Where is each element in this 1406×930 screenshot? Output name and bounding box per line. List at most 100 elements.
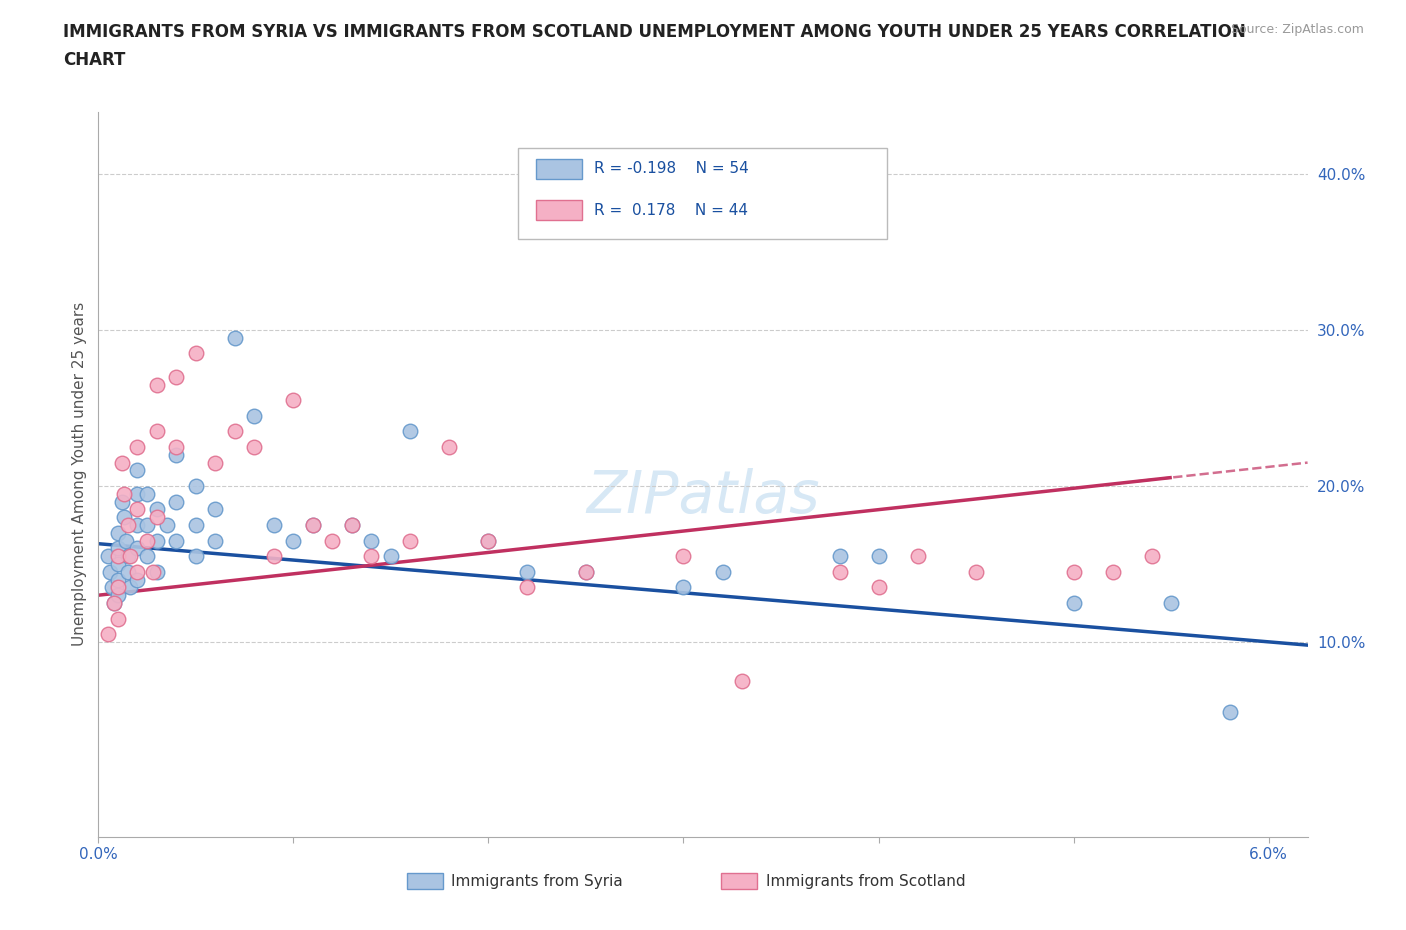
Point	[107, 541, 129, 556]
Point	[711, 565, 734, 579]
Point	[165, 369, 187, 384]
Point	[111, 494, 134, 509]
Point	[127, 486, 149, 501]
Point	[1160, 595, 1182, 610]
Text: ZIPatlas: ZIPatlas	[586, 468, 820, 525]
Point	[263, 549, 285, 564]
Point	[868, 549, 890, 564]
Point	[103, 595, 125, 610]
Point	[117, 549, 139, 564]
Point	[127, 463, 149, 478]
Point	[97, 627, 120, 642]
Point	[165, 494, 187, 509]
Point	[283, 533, 305, 548]
Point	[1063, 595, 1085, 610]
Point	[1063, 565, 1085, 579]
Point	[103, 595, 125, 610]
Y-axis label: Unemployment Among Youth under 25 years: Unemployment Among Youth under 25 years	[72, 302, 87, 646]
Point	[439, 440, 461, 455]
Point	[101, 580, 124, 595]
Point	[98, 565, 121, 579]
FancyBboxPatch shape	[536, 200, 582, 220]
Point	[165, 533, 187, 548]
Point	[127, 565, 149, 579]
Point	[107, 588, 129, 603]
Point	[112, 510, 135, 525]
Point	[127, 502, 149, 517]
Point	[204, 502, 226, 517]
Text: IMMIGRANTS FROM SYRIA VS IMMIGRANTS FROM SCOTLAND UNEMPLOYMENT AMONG YOUTH UNDER: IMMIGRANTS FROM SYRIA VS IMMIGRANTS FROM…	[63, 23, 1246, 41]
Point	[146, 533, 169, 548]
Point	[184, 346, 207, 361]
Point	[360, 533, 382, 548]
Point	[107, 525, 129, 540]
Point	[828, 565, 851, 579]
Point	[575, 565, 598, 579]
Point	[127, 440, 149, 455]
Point	[107, 572, 129, 587]
Text: R = -0.198    N = 54: R = -0.198 N = 54	[595, 162, 749, 177]
Point	[117, 518, 139, 533]
Point	[477, 533, 499, 548]
Point	[107, 611, 129, 626]
Point	[868, 580, 890, 595]
FancyBboxPatch shape	[517, 148, 887, 239]
Text: R =  0.178    N = 44: R = 0.178 N = 44	[595, 203, 748, 218]
Point	[360, 549, 382, 564]
Point	[399, 533, 422, 548]
Point	[107, 580, 129, 595]
Point	[907, 549, 929, 564]
Point	[136, 549, 159, 564]
Point	[107, 556, 129, 571]
Point	[117, 565, 139, 579]
Text: Immigrants from Syria: Immigrants from Syria	[451, 874, 623, 889]
Point	[1219, 705, 1241, 720]
Point	[340, 518, 363, 533]
Point	[118, 549, 141, 564]
Point	[672, 580, 695, 595]
FancyBboxPatch shape	[721, 873, 758, 889]
Point	[136, 518, 159, 533]
Text: Immigrants from Scotland: Immigrants from Scotland	[766, 874, 966, 889]
FancyBboxPatch shape	[406, 873, 443, 889]
Point	[1101, 565, 1123, 579]
Point	[283, 392, 305, 407]
Point	[302, 518, 325, 533]
Point	[107, 549, 129, 564]
Point	[224, 424, 246, 439]
Point	[321, 533, 343, 548]
Text: Source: ZipAtlas.com: Source: ZipAtlas.com	[1230, 23, 1364, 36]
Point	[111, 455, 134, 470]
Point	[127, 572, 149, 587]
Point	[575, 565, 598, 579]
Point	[127, 541, 149, 556]
Point	[828, 549, 851, 564]
Point	[1140, 549, 1163, 564]
Point	[595, 198, 617, 213]
Point	[127, 518, 149, 533]
Point	[165, 447, 187, 462]
Point	[146, 424, 169, 439]
Point	[136, 486, 159, 501]
Point	[146, 565, 169, 579]
Point	[380, 549, 402, 564]
Point	[97, 549, 120, 564]
Point	[965, 565, 987, 579]
Point	[731, 673, 754, 688]
Point	[146, 378, 169, 392]
Point	[477, 533, 499, 548]
Point	[184, 479, 207, 494]
Point	[204, 455, 226, 470]
Point	[224, 330, 246, 345]
Point	[118, 580, 141, 595]
Point	[302, 518, 325, 533]
Point	[136, 533, 159, 548]
Point	[672, 549, 695, 564]
Point	[165, 440, 187, 455]
Point	[142, 565, 165, 579]
Point	[146, 502, 169, 517]
Point	[184, 518, 207, 533]
Point	[263, 518, 285, 533]
Point	[204, 533, 226, 548]
Point	[516, 565, 538, 579]
